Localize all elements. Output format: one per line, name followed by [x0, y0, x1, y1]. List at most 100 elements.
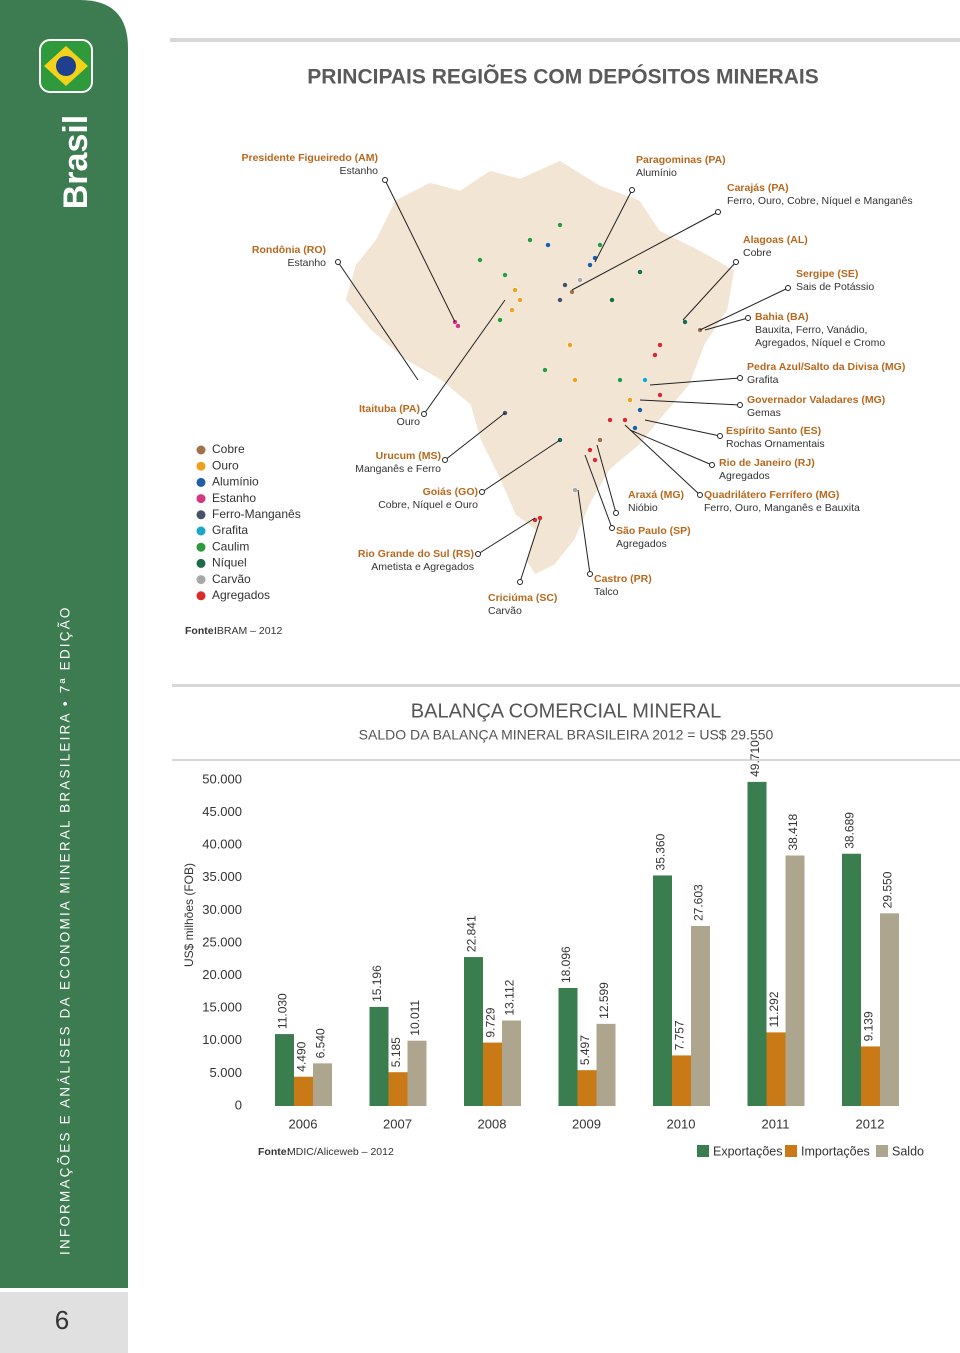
callout-minerals: Nióbio [628, 502, 658, 514]
callout-line [481, 439, 561, 493]
callout-name: Urucum (MS) [376, 450, 441, 462]
mineral-dot [572, 377, 578, 383]
chart-rule [172, 759, 960, 761]
mineral-dot [557, 222, 563, 228]
callout-name: Espírito Santo (ES) [726, 425, 821, 437]
value-label: 5.497 [578, 1035, 592, 1065]
legend-swatch [697, 1145, 709, 1157]
value-label: 27.603 [692, 884, 706, 921]
mineral-dot [637, 407, 643, 413]
y-axis-label: US$ milhões (FOB) [182, 863, 196, 967]
legend-label: Ferro-Manganês [212, 507, 301, 521]
value-label: 10.011 [408, 1000, 422, 1036]
chart-title: BALANÇA COMERCIAL MINERAL [411, 700, 721, 722]
callout-line [423, 299, 506, 415]
callout-end [613, 510, 619, 516]
callout-line [337, 261, 419, 381]
mineral-dot [562, 282, 568, 288]
callout-end [335, 259, 341, 265]
callout-name: Carajás (PA) [727, 182, 789, 194]
y-tick-label: 0 [235, 1097, 242, 1112]
bar [275, 1034, 294, 1106]
mineral-dot [682, 319, 688, 325]
mineral-dot [597, 437, 603, 443]
mineral-dot [592, 457, 598, 463]
callout-end [421, 411, 427, 417]
mineral-dot [657, 342, 663, 348]
legend-dot [196, 477, 206, 487]
chart-source-label: Fonte: [258, 1146, 290, 1158]
legend-label: Exportações [713, 1144, 782, 1158]
y-tick-label: 45.000 [202, 804, 242, 819]
callout-end [737, 375, 743, 381]
y-tick-label: 5.000 [209, 1065, 242, 1080]
mineral-dot [569, 289, 575, 295]
legend-label: Agregados [212, 588, 270, 602]
mineral-dot [627, 397, 633, 403]
x-tick-label: 2012 [856, 1116, 885, 1131]
value-label: 4.490 [295, 1041, 309, 1071]
callout-minerals: Estanho [287, 257, 326, 269]
callout-name: São Paulo (SP) [616, 525, 691, 537]
callout-end [715, 209, 721, 215]
legend-dot [196, 461, 206, 471]
value-label: 11.030 [276, 993, 290, 1029]
callout-end [442, 457, 448, 463]
bar [861, 1046, 880, 1106]
callout-minerals: Cobre, Níquel e Ouro [378, 499, 478, 511]
y-tick-label: 10.000 [202, 1032, 242, 1047]
bar [502, 1020, 521, 1106]
callout-name: Quadrilátero Ferrífero (MG) [704, 489, 839, 501]
value-label: 38.418 [786, 813, 800, 850]
callout-line [571, 211, 719, 291]
callout-minerals: Manganês e Ferro [355, 463, 441, 475]
value-label: 9.729 [484, 1007, 498, 1037]
callout-end [745, 315, 751, 321]
callout-end [697, 492, 703, 498]
bar [577, 1070, 597, 1106]
bar [388, 1072, 408, 1106]
callout-end [587, 571, 593, 577]
value-label: 9.139 [862, 1011, 876, 1041]
bar [691, 926, 710, 1106]
legend-dot [196, 445, 206, 455]
mineral-dot [587, 262, 593, 268]
legend-label: Caulim [212, 539, 249, 553]
bar [558, 988, 578, 1106]
map-source-label: Fonte: [185, 625, 217, 637]
y-tick-label: 40.000 [202, 837, 242, 852]
callout-line [596, 444, 617, 514]
callout-line [704, 317, 749, 331]
callout-end [517, 579, 523, 585]
mineral-dot [577, 277, 583, 283]
callout-end [382, 177, 388, 183]
value-label: 11.292 [767, 991, 781, 1027]
callout-name: Alagoas (AL) [743, 234, 808, 246]
mineral-dot [527, 237, 533, 243]
callout-minerals: Carvão [488, 605, 522, 617]
callout-name: Criciúma (SC) [488, 592, 557, 604]
bar [653, 875, 672, 1106]
mineral-dot [617, 377, 623, 383]
legend-label: Estanho [212, 491, 256, 505]
value-label: 35.360 [654, 833, 668, 870]
bar [483, 1042, 502, 1106]
bar [842, 853, 861, 1106]
callout-name: Presidente Figueiredo (AM) [241, 152, 378, 164]
callout-end [737, 402, 743, 408]
callout-end [475, 551, 481, 557]
bar [596, 1023, 616, 1106]
bar [766, 1032, 786, 1106]
legend-dot [196, 542, 206, 552]
legend-dot [196, 591, 206, 601]
mineral-dot [597, 242, 603, 248]
y-tick-label: 50.000 [202, 771, 242, 786]
callout-minerals: Rochas Ornamentais [726, 438, 825, 450]
callout-minerals: Agregados [616, 538, 667, 550]
mineral-dot [642, 377, 648, 383]
mineral-dot [652, 352, 658, 358]
legend-label: Alumínio [212, 475, 259, 489]
legend-dot [196, 575, 206, 585]
callout-end [785, 285, 791, 291]
